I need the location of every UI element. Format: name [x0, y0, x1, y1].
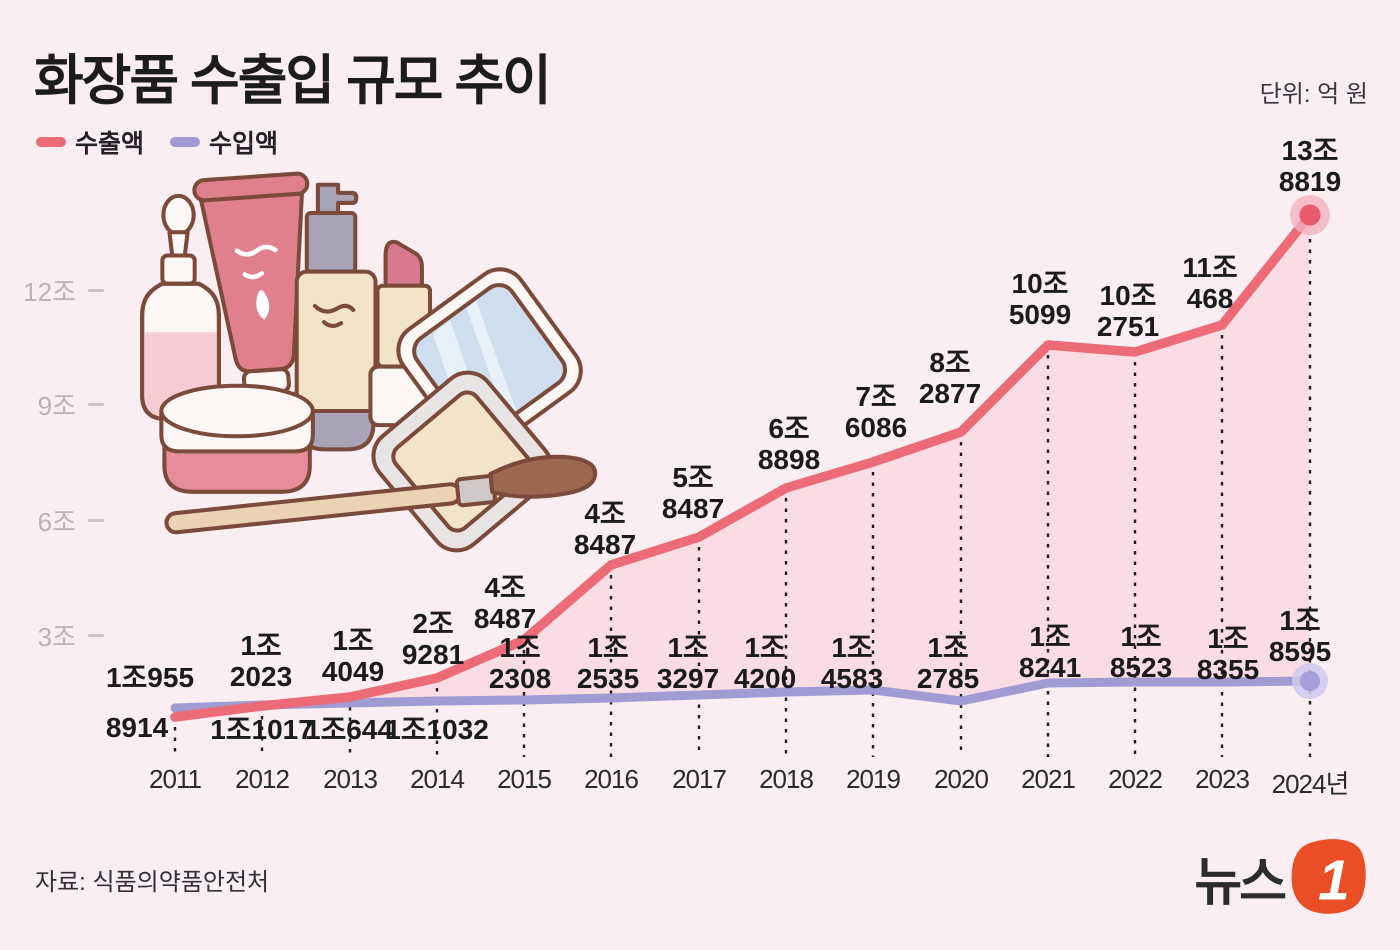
- unit-label: 단위: 억 원: [1259, 81, 1368, 108]
- legend-import-label: 수입액: [209, 130, 279, 158]
- export-line: [170, 210, 1315, 722]
- news1-logo: 뉴스 1: [1194, 836, 1370, 918]
- import-line-swatch: [170, 137, 201, 147]
- legend: 수출액 수입액: [36, 124, 278, 160]
- export-end-dot: [1299, 204, 1321, 226]
- import-end-dot: [1300, 671, 1320, 691]
- cream-jar-illustration: [159, 383, 315, 494]
- source-note: 자료: 식품의약품안전처: [35, 869, 270, 896]
- page-title: 화장품 수출입 규모 추이: [34, 51, 552, 111]
- legend-item-export: 수출액: [36, 124, 144, 160]
- cosmetics-illustration: [140, 171, 598, 553]
- export-import-area: [175, 215, 1310, 717]
- import-line: [170, 676, 1315, 713]
- cream-tube-illustration: [192, 171, 310, 396]
- news1-badge-shape: [1291, 839, 1366, 914]
- makeup-brush-illustration: [164, 454, 598, 535]
- news1-logo-badge: 1: [1291, 839, 1366, 914]
- export-line-swatch: [36, 137, 66, 147]
- legend-export-label: 수출액: [75, 130, 145, 158]
- news1-logo-text: 뉴스: [1194, 853, 1287, 912]
- news1-badge-numeral: 1: [1318, 848, 1349, 911]
- legend-item-import: 수입액: [170, 124, 278, 160]
